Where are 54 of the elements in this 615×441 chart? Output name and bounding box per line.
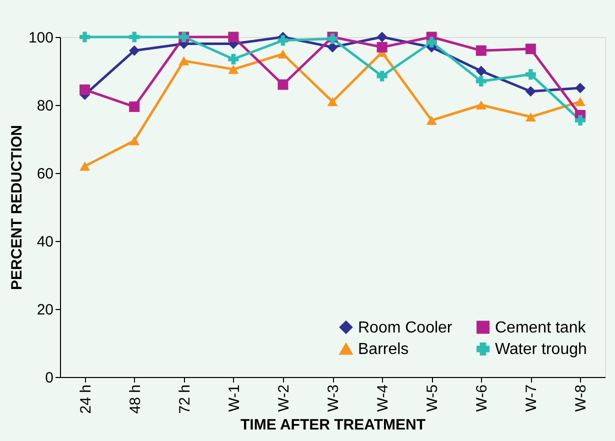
- point: [129, 45, 140, 56]
- point: [129, 136, 140, 146]
- point: [327, 97, 338, 106]
- point: [80, 162, 90, 171]
- point: [376, 32, 388, 42]
- point: [525, 69, 536, 80]
- point: [426, 116, 437, 125]
- point: [476, 100, 486, 110]
- point: [228, 54, 239, 64]
- point: [574, 82, 586, 94]
- point: [278, 35, 288, 46]
- x-tick-label: W-4: [374, 384, 392, 412]
- point: [376, 70, 388, 82]
- legend-label: Barrels: [358, 341, 409, 358]
- point: [129, 32, 140, 42]
- point: [278, 79, 288, 90]
- y-tick-label: 20: [36, 302, 54, 318]
- point: [525, 44, 536, 54]
- x-axis-title: TIME AFTER TREATMENT: [240, 416, 426, 434]
- point: [278, 49, 288, 59]
- point: [228, 32, 239, 42]
- point: [476, 45, 486, 56]
- point: [426, 36, 437, 48]
- x-tick-label: W-8: [572, 384, 590, 412]
- y-tick-label: 100: [28, 30, 54, 46]
- point: [129, 101, 140, 112]
- y-axis-title: PERCENT REDUCTION: [8, 124, 26, 290]
- legend-label: Room Cooler: [358, 319, 453, 336]
- legend-label: Water trough: [495, 341, 587, 358]
- point: [178, 56, 190, 66]
- point: [525, 112, 536, 122]
- legend-label: Cement tank: [495, 319, 587, 336]
- x-tick-label: 72 h: [176, 384, 194, 414]
- point: [80, 32, 90, 42]
- x-tick-label: 24 h: [77, 384, 94, 414]
- point: [476, 66, 486, 76]
- y-tick-label: 60: [36, 166, 54, 182]
- point: [525, 86, 536, 97]
- point: [376, 42, 388, 52]
- x-tick-label: W-7: [523, 384, 540, 412]
- point: [574, 115, 586, 126]
- y-tick-label: 80: [36, 98, 54, 114]
- x-tick-label: 48 h: [126, 384, 144, 414]
- x-tick-label: W-3: [325, 384, 342, 412]
- point: [476, 76, 486, 86]
- x-tick-label: W-6: [474, 384, 491, 412]
- point: [80, 84, 90, 95]
- point: [228, 64, 239, 74]
- x-tick-label: W-2: [275, 384, 292, 412]
- point: [574, 97, 586, 106]
- x-tick-label: W-1: [226, 384, 243, 412]
- y-tick-label: 40: [36, 234, 54, 250]
- x-tick-label: W-5: [424, 384, 442, 412]
- y-tick-label: 0: [45, 370, 54, 386]
